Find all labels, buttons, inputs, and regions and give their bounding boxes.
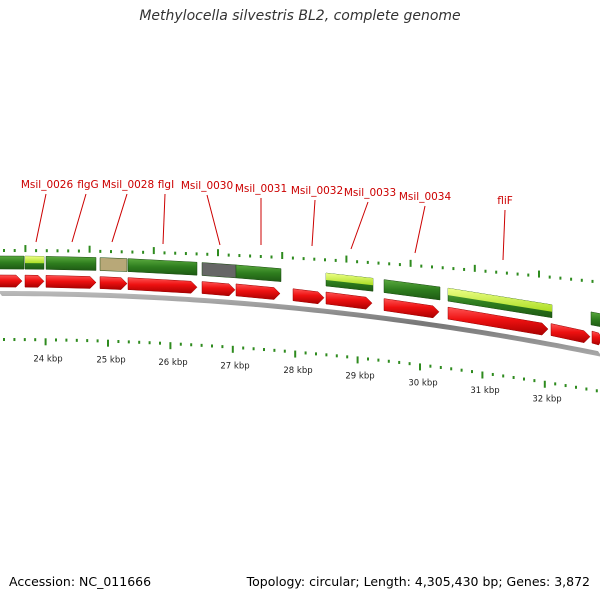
cds-arrow: [201, 281, 236, 297]
feature-block: [201, 262, 237, 279]
leader-line: [206, 194, 221, 246]
feature-block: [590, 311, 600, 327]
cds-track: [0, 274, 600, 346]
cds-arrow: [0, 274, 23, 288]
gene-label[interactable]: Msil_0034: [399, 191, 452, 203]
gene-label[interactable]: Msil_0028: [102, 179, 154, 191]
cds-arrow: [383, 298, 440, 319]
scale-tick-track: [3, 338, 598, 393]
feature-block: [0, 255, 25, 270]
feature-block: [235, 264, 282, 282]
accession-text: Accession: NC_011666: [9, 574, 152, 589]
feature-block: [45, 256, 97, 271]
gene-label[interactable]: fliF: [497, 195, 513, 207]
gene-label[interactable]: Msil_0030: [181, 180, 233, 192]
kbp-label: 26 kbp: [158, 358, 187, 368]
feature-highlight: [448, 288, 552, 312]
leader-line: [35, 193, 47, 243]
kbp-label: 24 kbp: [33, 354, 62, 364]
cds-arrow: [550, 323, 591, 343]
kbp-label: 29 kbp: [345, 372, 374, 382]
kbp-label: 32 kbp: [532, 395, 561, 405]
scale-labels: 24 kbp 25 kbp 26 kbp 27 kbp 28 kbp 29 kbp 30 k…: [33, 354, 561, 404]
kbp-label: 28 kbp: [283, 366, 312, 376]
gene-label[interactable]: Msil_0026: [21, 179, 74, 191]
leader-line: [414, 205, 426, 254]
gene-label[interactable]: Msil_0032: [291, 185, 343, 197]
cds-arrow: [292, 288, 325, 305]
cds-arrow: [325, 291, 373, 310]
kbp-label: 30 kbp: [408, 378, 437, 388]
cds-arrow: [447, 306, 549, 336]
cds-arrow: [235, 283, 281, 300]
feature-highlight: [326, 273, 373, 286]
leader-line: [311, 199, 316, 247]
genome-summary-text: Topology: circular; Length: 4,305,430 bp…: [246, 574, 590, 589]
leader-line: [111, 193, 128, 243]
feature-block: [383, 279, 441, 301]
cds-arrow: [127, 277, 198, 294]
feature-track: [0, 255, 600, 327]
gene-labels: Msil_0026 flgG Msil_0028 flgI Msil_0030 Msil_…: [21, 179, 513, 207]
cds-arrow: [24, 274, 45, 288]
kbp-label: 31 kbp: [470, 386, 499, 396]
feature-block: [127, 258, 198, 276]
kbp-label: 27 kbp: [220, 362, 249, 372]
cds-arrow: [99, 276, 128, 290]
cds-arrow: [45, 275, 97, 289]
gene-label[interactable]: flgI: [158, 179, 174, 191]
label-leader-lines: [35, 193, 506, 261]
cds-arrow: [591, 330, 600, 346]
feature-block: [99, 257, 128, 272]
leader-line: [162, 193, 166, 245]
feature-highlight: [25, 256, 44, 264]
upper-tick-track: [3, 245, 594, 283]
genome-title: Methylocella silvestris BL2, complete ge…: [139, 8, 461, 24]
leader-line: [502, 209, 506, 261]
kbp-label: 25 kbp: [96, 356, 125, 366]
gene-label[interactable]: flgG: [77, 179, 98, 191]
gene-label[interactable]: Msil_0033: [344, 187, 396, 199]
leader-line: [71, 193, 87, 243]
gene-label[interactable]: Msil_0031: [235, 183, 287, 195]
leader-line: [350, 201, 369, 250]
